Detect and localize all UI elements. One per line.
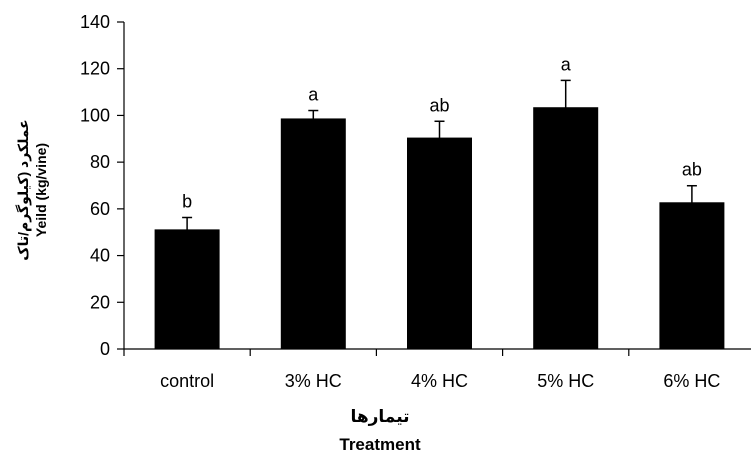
bar-labels: b a ab a ab: [182, 54, 702, 211]
x-tick-label: 4% HC: [411, 371, 468, 391]
y-tick-label: 0: [100, 339, 110, 359]
y-tick-label: 40: [90, 246, 110, 266]
bar: [659, 202, 725, 350]
y-axis-title-fa: عملکرد (کیلوگرم/تاک: [15, 119, 32, 260]
x-axis: control 3% HC 4% HC 5% HC 6% HC: [123, 348, 751, 391]
x-tick-label: control: [160, 371, 214, 391]
y-tick-label: 140: [80, 12, 110, 32]
bar: [154, 229, 220, 350]
y-axis-title: Yeild (kg/vine): [33, 143, 49, 237]
significance-label: a: [308, 85, 319, 105]
significance-label: b: [182, 191, 192, 211]
y-tick-label: 60: [90, 199, 110, 219]
significance-label: ab: [682, 160, 702, 180]
y-tick-label: 80: [90, 152, 110, 172]
x-axis-title: Treatment: [339, 435, 421, 454]
x-tick-label: 6% HC: [663, 371, 720, 391]
y-axis: 0 20 40 60 80 100 120 140: [80, 12, 125, 359]
significance-label: a: [561, 54, 572, 74]
y-tick-label: 100: [80, 105, 110, 125]
significance-label: ab: [429, 95, 449, 115]
x-axis-title-fa: تیمارها: [350, 407, 409, 426]
bar: [280, 118, 346, 350]
x-tick-label: 3% HC: [285, 371, 342, 391]
bars: [154, 79, 725, 350]
y-tick-label: 120: [80, 59, 110, 79]
y-tick-label: 20: [90, 292, 110, 312]
bar: [407, 137, 472, 350]
x-tick-label: 5% HC: [537, 371, 594, 391]
bar: [533, 107, 599, 350]
